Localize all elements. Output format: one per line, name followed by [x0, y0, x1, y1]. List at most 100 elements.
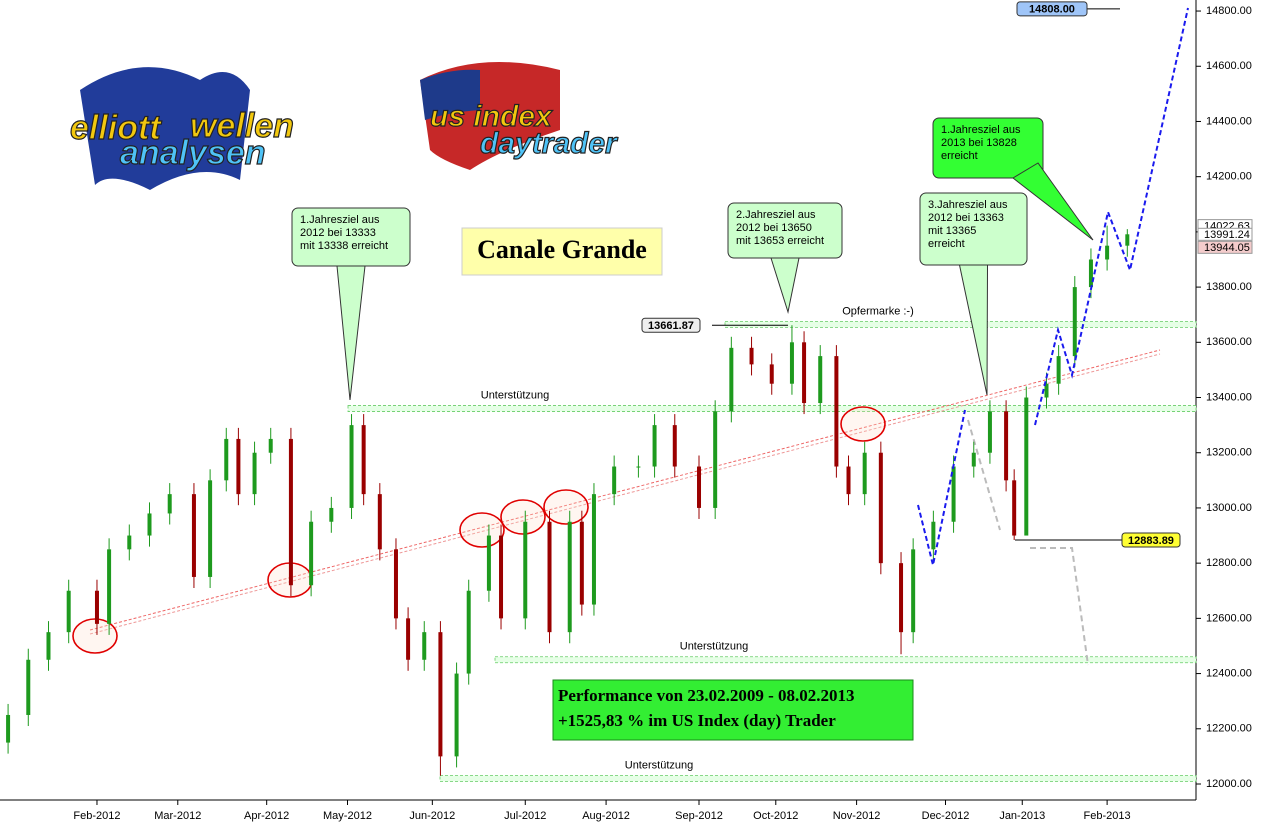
candle-body	[951, 466, 956, 522]
candle-body	[769, 364, 774, 384]
logo-text: wellen	[190, 107, 294, 145]
x-tick-label: Feb-2012	[73, 810, 120, 822]
price-tag	[641, 317, 701, 333]
candle-body	[1125, 234, 1130, 246]
candle-body	[652, 425, 657, 467]
callout-pointer	[336, 265, 366, 401]
candle-body	[672, 425, 677, 467]
highlight-circle	[500, 499, 546, 535]
x-tick-label: Apr-2012	[244, 810, 289, 822]
candle-body	[208, 480, 213, 577]
candle-body	[147, 513, 152, 536]
candle-body	[1105, 245, 1110, 260]
axis-tag-label: 13944.05	[1204, 242, 1250, 254]
level-band	[347, 405, 1197, 412]
callout-text: 2012 bei 13333	[300, 227, 376, 239]
callout-text: erreicht	[941, 150, 978, 162]
callout-pointer	[1012, 162, 1094, 241]
y-tick-label: 12800.00	[1206, 557, 1252, 569]
callout-text: mit 13338 erreicht	[300, 240, 388, 252]
y-tick-label: 14600.00	[1206, 60, 1252, 72]
candle-body	[1088, 259, 1093, 288]
performance-text: +1525,83 % im US Index (day) Trader	[558, 711, 836, 730]
level-band	[494, 656, 1197, 664]
logo-flag	[80, 67, 250, 190]
y-tick-label: 14400.00	[1206, 115, 1252, 127]
candle-body	[523, 521, 528, 619]
candle-body	[1024, 397, 1029, 536]
gray-path	[967, 419, 1001, 531]
highlight-circle	[72, 618, 118, 654]
candle-body	[1044, 383, 1049, 398]
x-tick-label: Oct-2012	[753, 810, 798, 822]
callout-box	[932, 117, 1044, 179]
logo-text: elliott	[70, 109, 162, 147]
candle-body	[636, 466, 641, 468]
level-label: Opfermarke :-)	[842, 305, 914, 317]
candle-body	[911, 549, 916, 633]
candle-body	[612, 466, 617, 495]
candle-body	[191, 494, 196, 577]
candle-body	[1072, 287, 1077, 357]
candle-body	[167, 494, 172, 514]
y-tick-label: 13200.00	[1206, 447, 1252, 459]
candle-body	[361, 425, 366, 495]
y-tick-label: 13400.00	[1206, 391, 1252, 403]
performance-box	[552, 679, 914, 741]
candle-body	[236, 438, 241, 495]
price-tag	[1121, 532, 1181, 548]
candle-body	[1004, 411, 1009, 481]
highlight-circle	[459, 512, 505, 548]
level-label: Unterstützung	[625, 759, 693, 771]
candle-body	[26, 659, 31, 715]
candle-body	[1012, 480, 1017, 536]
callout-pointer	[770, 257, 800, 314]
candle-body	[579, 521, 584, 605]
logo-text: daytrader	[480, 127, 619, 160]
x-tick-label: Feb-2013	[1084, 810, 1131, 822]
candle-body	[878, 452, 883, 564]
candle-body	[66, 590, 71, 633]
candle-body	[309, 521, 314, 586]
candle-body	[127, 535, 132, 550]
axis-tag	[1197, 240, 1253, 254]
callout-text: mit 13365	[928, 225, 976, 237]
callout-text: 2.Jahresziel aus	[736, 209, 816, 221]
candle-body	[697, 466, 702, 508]
callout-text: 2012 bei 13363	[928, 212, 1004, 224]
candle-body	[46, 632, 51, 660]
candle-body	[789, 342, 794, 384]
candle-body	[329, 507, 334, 522]
callout-text: erreicht	[928, 238, 965, 250]
level-label: Unterstützung	[680, 641, 748, 653]
x-tick-label: Jun-2012	[409, 810, 455, 822]
candle-body	[749, 347, 754, 365]
candle-body	[987, 411, 992, 453]
candle-body	[224, 438, 229, 481]
candle-body	[713, 411, 718, 508]
y-tick-label: 12400.00	[1206, 667, 1252, 679]
highlight-circle	[543, 489, 589, 525]
trend-line	[89, 353, 1161, 635]
candle-body	[818, 356, 823, 404]
x-tick-label: May-2012	[323, 810, 372, 822]
candle-body	[931, 521, 936, 550]
candle-body	[1056, 356, 1061, 384]
y-tick-label: 13600.00	[1206, 336, 1252, 348]
logo-flag	[420, 69, 480, 120]
x-tick-label: Jul-2012	[504, 810, 546, 822]
candle-body	[971, 452, 976, 467]
candle-body	[268, 438, 273, 453]
y-tick-label: 12000.00	[1206, 778, 1252, 790]
callout-text: 2013 bei 13828	[941, 137, 1017, 149]
candle-body	[393, 549, 398, 619]
y-tick-label: 13800.00	[1206, 281, 1252, 293]
candle-body	[862, 452, 867, 495]
candle-body	[406, 618, 411, 660]
candle-body	[591, 494, 596, 605]
x-tick-label: Nov-2012	[833, 810, 881, 822]
x-tick-label: Sep-2012	[675, 810, 723, 822]
y-tick-label: 13000.00	[1206, 502, 1252, 514]
x-tick-label: Jan-2013	[999, 810, 1045, 822]
